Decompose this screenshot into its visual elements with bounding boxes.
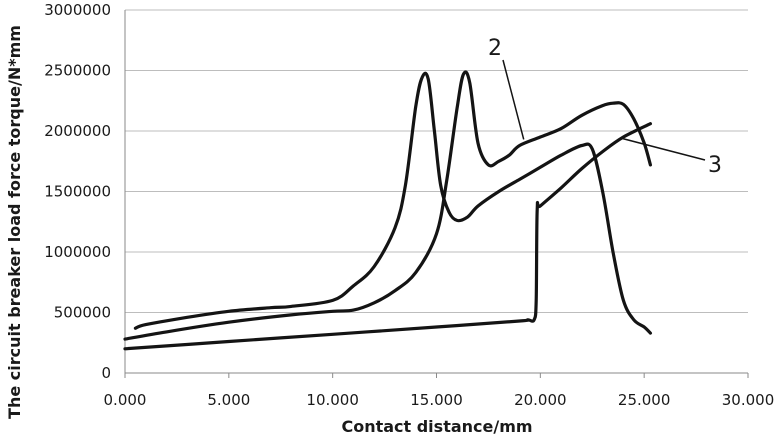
series-line-2 bbox=[123, 70, 652, 341]
y-tick-labels: 0 500000 1000000 1500000 2000000 2500000 30000… bbox=[44, 1, 111, 382]
gridlines bbox=[125, 9, 748, 313]
annotation-label: 3 bbox=[708, 153, 722, 178]
series-lines bbox=[123, 70, 652, 351]
x-tick-label: 20.000 bbox=[514, 391, 567, 409]
axes bbox=[124, 10, 749, 378]
y-tick-label: 1500000 bbox=[44, 183, 111, 201]
x-tick-label: 25.000 bbox=[618, 391, 671, 409]
x-tick-label: 5.000 bbox=[207, 391, 250, 409]
x-axis-label: Contact distance/mm bbox=[341, 417, 532, 436]
x-tick-label: 15.000 bbox=[410, 391, 463, 409]
annotation-leader-line bbox=[621, 137, 706, 161]
y-tick-label: 1000000 bbox=[44, 243, 111, 261]
y-tick-label: 3000000 bbox=[44, 1, 111, 19]
annotations: 23 bbox=[488, 36, 722, 178]
series-line-3 bbox=[123, 122, 652, 351]
x-tick-label: 0.000 bbox=[104, 391, 147, 409]
x-tick-label: 30.000 bbox=[722, 391, 775, 409]
y-tick-label: 2500000 bbox=[44, 62, 111, 80]
annotation-leader-line bbox=[502, 59, 525, 140]
y-tick-label: 0 bbox=[101, 364, 111, 382]
x-tick-labels: 0.000 5.000 10.000 15.000 20.000 25.000 30.000 bbox=[104, 391, 775, 409]
y-tick-label: 500000 bbox=[54, 304, 111, 322]
annotation-label: 2 bbox=[488, 36, 502, 61]
y-axis-label: The circuit breaker load force torque/N*… bbox=[5, 25, 24, 419]
y-tick-label: 2000000 bbox=[44, 122, 111, 140]
x-tick-label: 10.000 bbox=[306, 391, 359, 409]
